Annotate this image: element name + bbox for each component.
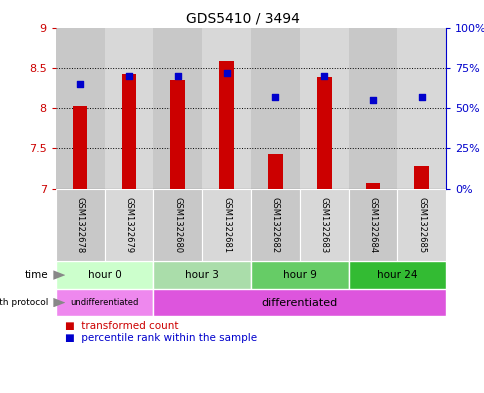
Bar — [251, 261, 348, 289]
Bar — [153, 189, 202, 261]
Bar — [56, 189, 105, 261]
Text: GDS5410 / 3494: GDS5410 / 3494 — [185, 12, 299, 26]
Bar — [121, 74, 136, 189]
Bar — [153, 261, 251, 289]
Text: ■  percentile rank within the sample: ■ percentile rank within the sample — [65, 333, 257, 343]
Text: GSM1322679: GSM1322679 — [124, 197, 133, 253]
Point — [368, 97, 376, 103]
Bar — [396, 28, 445, 189]
Text: hour 9: hour 9 — [282, 270, 316, 280]
Bar — [365, 183, 379, 189]
Bar — [348, 189, 396, 261]
Bar — [348, 28, 396, 189]
Point — [174, 73, 182, 79]
Bar — [299, 28, 348, 189]
Point — [319, 73, 327, 79]
Point — [417, 94, 425, 100]
Text: GSM1322684: GSM1322684 — [368, 197, 377, 253]
Text: GSM1322685: GSM1322685 — [416, 197, 425, 253]
Point — [76, 81, 84, 87]
Text: differentiated: differentiated — [261, 298, 337, 308]
Text: ■  transformed count: ■ transformed count — [65, 321, 179, 331]
Text: GSM1322680: GSM1322680 — [173, 197, 182, 253]
Bar — [251, 28, 299, 189]
Bar — [251, 189, 299, 261]
Bar — [56, 289, 153, 316]
Text: GSM1322682: GSM1322682 — [271, 197, 279, 253]
Bar — [153, 28, 202, 189]
Point — [271, 94, 279, 100]
Point — [222, 70, 230, 76]
Text: GSM1322681: GSM1322681 — [222, 197, 230, 253]
Polygon shape — [53, 298, 65, 307]
Text: GSM1322683: GSM1322683 — [319, 197, 328, 253]
Text: undifferentiated: undifferentiated — [70, 298, 138, 307]
Text: hour 0: hour 0 — [88, 270, 121, 280]
Bar — [153, 289, 445, 316]
Text: GSM1322678: GSM1322678 — [76, 197, 85, 253]
Bar — [414, 166, 428, 189]
Bar — [105, 28, 153, 189]
Bar — [316, 77, 331, 189]
Bar — [219, 61, 233, 189]
Bar — [299, 189, 348, 261]
Bar — [202, 189, 251, 261]
Text: growth protocol: growth protocol — [0, 298, 48, 307]
Bar — [56, 28, 105, 189]
Bar — [105, 189, 153, 261]
Bar — [56, 261, 153, 289]
Polygon shape — [53, 270, 65, 280]
Text: time: time — [25, 270, 48, 280]
Bar — [396, 189, 445, 261]
Text: hour 3: hour 3 — [185, 270, 219, 280]
Bar — [73, 106, 87, 189]
Bar — [268, 154, 282, 189]
Text: hour 24: hour 24 — [377, 270, 417, 280]
Bar — [348, 261, 445, 289]
Bar — [202, 28, 251, 189]
Bar — [170, 80, 185, 189]
Point — [125, 73, 133, 79]
